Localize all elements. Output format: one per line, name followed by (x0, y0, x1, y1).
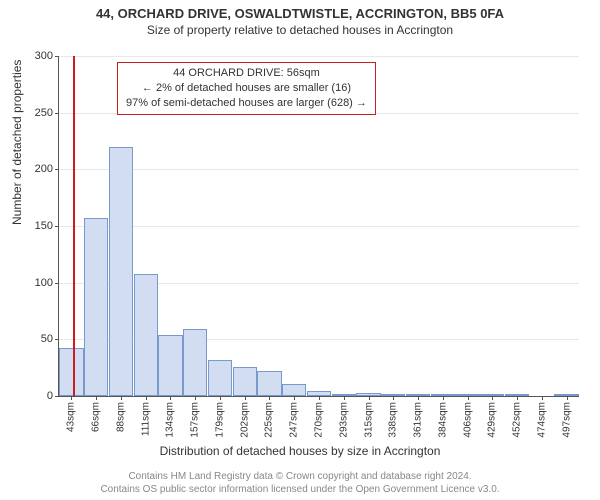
xtick-mark (542, 396, 543, 400)
xtick-label: 88sqm (115, 402, 126, 432)
ytick-label: 150 (35, 220, 53, 232)
ytick-label: 250 (35, 107, 53, 119)
gridline (59, 56, 579, 57)
subject-marker-line (73, 56, 75, 396)
xtick-label: 293sqm (338, 402, 349, 438)
ytick-mark (55, 283, 59, 284)
xtick-mark (96, 396, 97, 400)
x-axis-label: Distribution of detached houses by size … (0, 444, 600, 458)
xtick-mark (220, 396, 221, 400)
histogram-bar (84, 218, 108, 396)
xtick-mark (369, 396, 370, 400)
xtick-label: 452sqm (512, 402, 523, 438)
ytick-label: 0 (47, 390, 53, 402)
annotation-line-2: ← 2% of detached houses are smaller (16) (126, 81, 367, 96)
xtick-mark (443, 396, 444, 400)
xtick-label: 406sqm (462, 402, 473, 438)
gridline (59, 226, 579, 227)
xtick-mark (121, 396, 122, 400)
footnote: Contains HM Land Registry data © Crown c… (0, 471, 600, 496)
xtick-label: 247sqm (289, 402, 300, 438)
xtick-label: 338sqm (388, 402, 399, 438)
page-subtitle: Size of property relative to detached ho… (0, 21, 600, 41)
xtick-label: 474sqm (536, 402, 547, 438)
xtick-mark (468, 396, 469, 400)
annotation-line-1: 44 ORCHARD DRIVE: 56sqm (126, 66, 367, 81)
xtick-mark (492, 396, 493, 400)
xtick-mark (269, 396, 270, 400)
xtick-label: 361sqm (413, 402, 424, 438)
xtick-mark (294, 396, 295, 400)
xtick-mark (344, 396, 345, 400)
histogram-chart: 05010015020025030043sqm66sqm88sqm111sqm1… (58, 56, 579, 397)
xtick-label: 134sqm (165, 402, 176, 438)
xtick-label: 66sqm (91, 402, 102, 432)
histogram-bar (257, 371, 281, 396)
y-axis-label: Number of detached properties (10, 60, 24, 225)
footnote-line-1: Contains HM Land Registry data © Crown c… (128, 471, 471, 482)
ytick-mark (55, 226, 59, 227)
histogram-bar (158, 335, 182, 396)
ytick-label: 300 (35, 50, 53, 62)
annotation-line-3: 97% of semi-detached houses are larger (… (126, 96, 367, 111)
xtick-label: 225sqm (264, 402, 275, 438)
histogram-bar (233, 367, 257, 396)
xtick-mark (195, 396, 196, 400)
xtick-mark (170, 396, 171, 400)
xtick-label: 384sqm (437, 402, 448, 438)
histogram-bar (282, 384, 306, 396)
histogram-bar (183, 329, 207, 396)
xtick-label: 270sqm (314, 402, 325, 438)
gridline (59, 169, 579, 170)
xtick-label: 43sqm (66, 402, 77, 432)
ytick-mark (55, 169, 59, 170)
xtick-mark (71, 396, 72, 400)
ytick-label: 200 (35, 163, 53, 175)
xtick-label: 315sqm (363, 402, 374, 438)
footnote-line-2: Contains OS public sector information li… (100, 484, 499, 495)
xtick-label: 179sqm (214, 402, 225, 438)
ytick-mark (55, 396, 59, 397)
ytick-mark (55, 339, 59, 340)
xtick-mark (393, 396, 394, 400)
xtick-label: 429sqm (487, 402, 498, 438)
xtick-mark (245, 396, 246, 400)
xtick-label: 111sqm (140, 402, 151, 436)
xtick-label: 202sqm (239, 402, 250, 438)
xtick-label: 157sqm (190, 402, 201, 438)
histogram-bar (59, 348, 83, 396)
histogram-bar (109, 147, 133, 396)
ytick-mark (55, 56, 59, 57)
xtick-mark (418, 396, 419, 400)
xtick-mark (517, 396, 518, 400)
ytick-label: 100 (35, 277, 53, 289)
page-title: 44, ORCHARD DRIVE, OSWALDTWISTLE, ACCRIN… (0, 0, 600, 21)
ytick-mark (55, 113, 59, 114)
xtick-label: 497sqm (561, 402, 572, 438)
xtick-mark (146, 396, 147, 400)
histogram-bar (134, 274, 158, 396)
annotation-box: 44 ORCHARD DRIVE: 56sqm← 2% of detached … (117, 62, 376, 115)
histogram-bar (208, 360, 232, 396)
xtick-mark (319, 396, 320, 400)
xtick-mark (567, 396, 568, 400)
ytick-label: 50 (41, 333, 53, 345)
